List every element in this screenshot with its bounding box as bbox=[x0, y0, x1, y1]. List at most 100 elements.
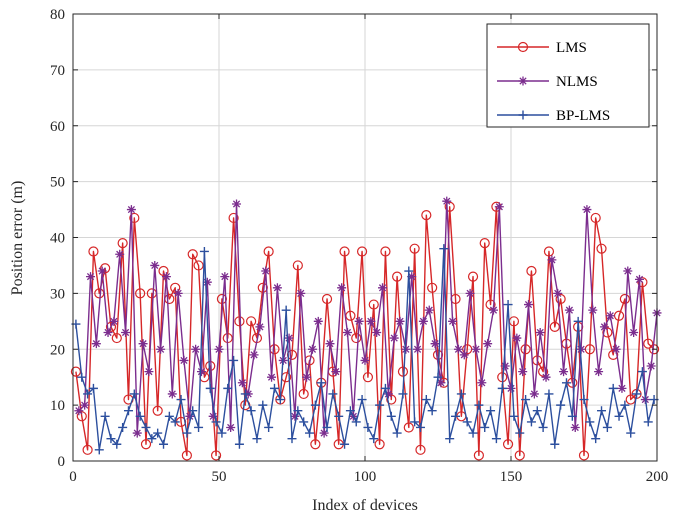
marker-plus bbox=[643, 417, 653, 427]
y-tick-label: 30 bbox=[50, 286, 65, 302]
data-point-nlms bbox=[599, 322, 609, 332]
data-point-lms bbox=[578, 450, 590, 461]
marker-ring bbox=[158, 265, 169, 277]
marker-star bbox=[553, 288, 563, 298]
data-point-lms bbox=[362, 372, 374, 383]
marker-plus bbox=[129, 389, 139, 399]
data-point-bp-lms bbox=[462, 417, 472, 427]
data-point-nlms bbox=[150, 260, 160, 270]
data-point-lms bbox=[526, 265, 537, 277]
series-bp-lms bbox=[71, 244, 659, 455]
marker-star bbox=[74, 406, 84, 416]
marker-plus bbox=[199, 246, 209, 256]
marker-ring bbox=[362, 372, 374, 383]
data-point-nlms bbox=[302, 372, 312, 382]
data-point-nlms bbox=[383, 389, 393, 399]
marker-ring bbox=[538, 366, 549, 377]
data-point-bp-lms bbox=[118, 422, 128, 432]
marker-plus bbox=[620, 400, 630, 410]
data-point-nlms bbox=[512, 333, 522, 343]
data-point-nlms bbox=[342, 327, 352, 337]
data-point-nlms bbox=[483, 339, 493, 349]
data-point-bp-lms bbox=[410, 417, 420, 427]
data-point-lms bbox=[596, 243, 607, 254]
marker-star bbox=[167, 389, 177, 399]
marker-plus bbox=[421, 395, 431, 405]
marker-ring bbox=[555, 293, 566, 305]
marker-star bbox=[296, 288, 306, 298]
marker-plus bbox=[100, 411, 110, 421]
x-tick-label: 150 bbox=[500, 469, 523, 485]
marker-plus bbox=[415, 422, 425, 432]
data-point-bp-lms bbox=[83, 389, 93, 399]
marker-ring bbox=[321, 293, 333, 305]
data-point-bp-lms bbox=[287, 434, 297, 444]
marker-star bbox=[302, 372, 312, 382]
marker-ring bbox=[578, 450, 590, 461]
marker-ring bbox=[246, 316, 257, 327]
data-point-bp-lms bbox=[386, 411, 396, 421]
marker-plus bbox=[427, 406, 437, 416]
marker-plus bbox=[509, 411, 519, 421]
marker-star bbox=[605, 311, 615, 321]
marker-ring bbox=[549, 321, 560, 332]
data-point-bp-lms bbox=[632, 389, 642, 399]
marker-ring bbox=[374, 439, 385, 450]
marker-star bbox=[378, 283, 388, 293]
data-point-nlms bbox=[156, 344, 166, 354]
data-point-bp-lms bbox=[106, 434, 116, 444]
marker-plus bbox=[363, 422, 373, 432]
data-point-lms bbox=[421, 210, 432, 221]
data-point-lms bbox=[339, 246, 350, 257]
data-point-lms bbox=[321, 293, 333, 305]
marker-plus bbox=[217, 428, 227, 438]
marker-ring bbox=[76, 411, 87, 422]
data-point-lms bbox=[543, 246, 555, 257]
marker-ring bbox=[479, 237, 490, 249]
marker-star bbox=[588, 305, 598, 315]
marker-plus bbox=[567, 411, 577, 421]
data-point-bp-lms bbox=[357, 395, 367, 405]
marker-plus bbox=[141, 422, 151, 432]
data-point-nlms bbox=[430, 339, 440, 349]
data-point-nlms bbox=[115, 249, 125, 259]
marker-plus bbox=[439, 244, 449, 254]
data-point-nlms bbox=[378, 283, 388, 293]
data-point-nlms bbox=[547, 255, 557, 265]
data-point-lms bbox=[140, 439, 152, 450]
marker-plus bbox=[451, 411, 461, 421]
marker-ring bbox=[386, 394, 397, 405]
data-point-bp-lms bbox=[316, 378, 326, 388]
data-point-nlms bbox=[442, 196, 452, 206]
marker-ring bbox=[444, 201, 455, 212]
marker-star bbox=[401, 344, 411, 354]
data-point-bp-lms bbox=[375, 400, 385, 410]
marker-star bbox=[395, 316, 405, 326]
data-point-bp-lms bbox=[445, 434, 455, 444]
data-point-nlms bbox=[553, 288, 563, 298]
marker-plus bbox=[345, 406, 355, 416]
marker-star bbox=[582, 205, 592, 215]
marker-ring bbox=[170, 282, 181, 293]
data-point-nlms bbox=[389, 333, 399, 343]
marker-ring bbox=[517, 41, 529, 53]
marker-plus bbox=[159, 439, 169, 449]
data-point-bp-lms bbox=[456, 389, 466, 399]
legend: LMS NLMS BP-LMS bbox=[486, 23, 650, 128]
marker-plus bbox=[626, 428, 636, 438]
data-point-lms bbox=[210, 450, 222, 461]
data-point-nlms bbox=[535, 327, 545, 337]
marker-star bbox=[342, 327, 352, 337]
marker-plus bbox=[287, 434, 297, 444]
marker-star bbox=[86, 272, 96, 282]
data-point-nlms bbox=[477, 378, 487, 388]
marker-star bbox=[91, 339, 101, 349]
y-tick-label: 80 bbox=[50, 7, 65, 23]
data-point-bp-lms bbox=[328, 389, 338, 399]
data-point-lms bbox=[356, 246, 368, 257]
legend-label: BP-LMS bbox=[556, 108, 610, 124]
data-point-lms bbox=[514, 450, 525, 461]
data-point-bp-lms bbox=[135, 411, 145, 421]
data-point-nlms bbox=[518, 367, 528, 377]
data-point-bp-lms bbox=[147, 434, 157, 444]
